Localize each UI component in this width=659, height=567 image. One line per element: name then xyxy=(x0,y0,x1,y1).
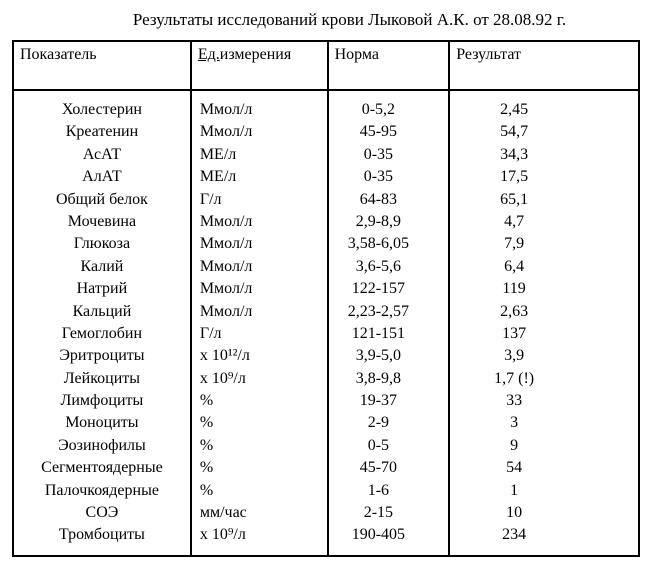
table-unit-value: Г/л xyxy=(200,323,222,345)
table-norm-value: 0-35 xyxy=(364,144,393,166)
table-unit-value: х 10⁹/л xyxy=(200,524,246,546)
table-unit-value: Г/л xyxy=(200,189,222,211)
table-unit-value: Ммол/л xyxy=(200,121,253,143)
table-unit-value: МЕ/л xyxy=(200,144,236,166)
table-indicator-value: Палочкоядерные xyxy=(45,480,159,502)
table-norm-value: 0-5,2 xyxy=(362,99,395,121)
table-indicator-value: Креатенин xyxy=(66,121,138,143)
table-indicator-value: Эозинофилы xyxy=(58,435,146,457)
header-indicator: Показатель xyxy=(13,41,191,90)
cell-indicators: ХолестеринКреатенинАсАТАлАТОбщий белокМо… xyxy=(13,90,191,556)
table-result-value: 2,45 xyxy=(500,99,528,121)
table-unit-value: Ммол/л xyxy=(200,278,253,300)
table-body-row: ХолестеринКреатенинАсАТАлАТОбщий белокМо… xyxy=(13,90,639,556)
document-title: Результаты исследований крови Лыковой А.… xyxy=(10,10,649,30)
table-indicator-value: Моноциты xyxy=(65,412,138,434)
cell-results: 2,4554,734,317,565,14,77,96,41192,631373… xyxy=(449,90,639,556)
table-norm-value: 2-9 xyxy=(368,412,389,434)
table-norm-value: 0-5 xyxy=(368,435,389,457)
table-unit-value: % xyxy=(200,480,213,502)
table-indicator-value: СОЭ xyxy=(86,502,119,524)
table-indicator-value: Глюкоза xyxy=(74,233,130,255)
table-indicator-value: Лимфоциты xyxy=(61,390,144,412)
table-norm-value: 2,9-8,9 xyxy=(356,211,401,233)
table-result-value: 1 xyxy=(510,480,518,502)
table-header-row: Показатель Ед.измерения Норма Результат xyxy=(13,41,639,90)
header-unit-suffix: измерения xyxy=(220,46,291,63)
table-unit-value: Ммол/л xyxy=(200,301,253,323)
table-norm-value: 2-15 xyxy=(364,502,393,524)
table-result-value: 2,63 xyxy=(500,301,528,323)
table-indicator-value: Сегментоядерные xyxy=(41,457,163,479)
table-indicator-value: Лейкоциты xyxy=(64,368,140,390)
header-result: Результат xyxy=(449,41,639,90)
table-indicator-value: Тромбоциты xyxy=(59,524,145,546)
table-norm-value: 45-70 xyxy=(360,457,397,479)
header-unit-prefix: Ед. xyxy=(198,46,220,63)
table-unit-value: Ммол/л xyxy=(200,256,253,278)
table-unit-value: мм/час xyxy=(200,502,247,524)
table-indicator-value: АлАТ xyxy=(82,166,121,188)
table-indicator-value: Мочевина xyxy=(68,211,136,233)
cell-units: Ммол/лМмол/лМЕ/лМЕ/лГ/лМмол/лМмол/лМмол/… xyxy=(191,90,328,556)
table-result-value: 7,9 xyxy=(504,233,524,255)
table-result-value: 34,3 xyxy=(500,144,528,166)
table-unit-value: % xyxy=(200,412,213,434)
table-result-value: 54,7 xyxy=(500,121,528,143)
table-unit-value: Ммол/л xyxy=(200,99,253,121)
table-result-value: 3,9 xyxy=(504,345,524,367)
table-unit-value: % xyxy=(200,457,213,479)
table-result-value: 4,7 xyxy=(504,211,524,233)
table-indicator-value: Общий белок xyxy=(56,189,148,211)
table-result-value: 9 xyxy=(510,435,518,457)
table-indicator-value: Гемоглобин xyxy=(62,323,142,345)
table-norm-value: 190-405 xyxy=(352,524,405,546)
table-result-value: 65,1 xyxy=(500,189,528,211)
table-unit-value: Ммол/л xyxy=(200,233,253,255)
table-norm-value: 121-151 xyxy=(352,323,405,345)
table-unit-value: % xyxy=(200,435,213,457)
table-norm-value: 3,9-5,0 xyxy=(356,345,401,367)
table-result-value: 1,7 (!) xyxy=(494,368,534,390)
table-result-value: 17,5 xyxy=(500,166,528,188)
table-indicator-value: Холестерин xyxy=(62,99,142,121)
table-norm-value: 64-83 xyxy=(360,189,397,211)
table-result-value: 10 xyxy=(506,502,522,524)
table-norm-value: 0-35 xyxy=(364,166,393,188)
table-result-value: 33 xyxy=(506,390,522,412)
table-indicator-value: АсАТ xyxy=(83,144,121,166)
table-result-value: 3 xyxy=(510,412,518,434)
table-unit-value: % xyxy=(200,390,213,412)
table-result-value: 234 xyxy=(502,524,526,546)
table-norm-value: 3,6-5,6 xyxy=(356,256,401,278)
table-indicator-value: Кальций xyxy=(73,301,132,323)
header-unit: Ед.измерения xyxy=(191,41,328,90)
table-result-value: 6,4 xyxy=(504,256,524,278)
table-unit-value: х 10¹²/л xyxy=(200,345,250,367)
table-unit-value: МЕ/л xyxy=(200,166,236,188)
cell-norms: 0-5,245-950-350-3564-832,9-8,93,58-6,053… xyxy=(328,90,450,556)
header-norm: Норма xyxy=(328,41,450,90)
table-unit-value: х 10⁹/л xyxy=(200,368,246,390)
table-unit-value: Ммол/л xyxy=(200,211,253,233)
table-result-value: 54 xyxy=(506,457,522,479)
table-norm-value: 2,23-2,57 xyxy=(348,301,409,323)
table-result-value: 137 xyxy=(502,323,526,345)
table-indicator-value: Калий xyxy=(81,256,124,278)
table-norm-value: 122-157 xyxy=(352,278,405,300)
table-indicator-value: Эритроциты xyxy=(59,345,144,367)
table-norm-value: 45-95 xyxy=(360,121,397,143)
table-norm-value: 3,58-6,05 xyxy=(348,233,409,255)
table-result-value: 119 xyxy=(502,278,525,300)
blood-results-table: Показатель Ед.измерения Норма Результат … xyxy=(12,40,640,557)
table-norm-value: 19-37 xyxy=(360,390,397,412)
table-norm-value: 3,8-9,8 xyxy=(356,368,401,390)
table-indicator-value: Натрий xyxy=(77,278,128,300)
table-norm-value: 1-6 xyxy=(368,480,389,502)
